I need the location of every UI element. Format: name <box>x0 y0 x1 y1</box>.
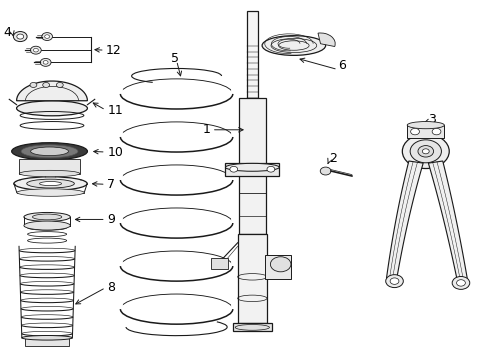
Circle shape <box>30 46 41 54</box>
Circle shape <box>422 149 429 154</box>
Circle shape <box>17 34 24 39</box>
Circle shape <box>418 145 434 157</box>
Ellipse shape <box>30 147 69 156</box>
Ellipse shape <box>17 101 87 116</box>
Circle shape <box>452 276 470 289</box>
Circle shape <box>230 166 238 172</box>
Polygon shape <box>428 161 467 281</box>
Ellipse shape <box>17 189 84 196</box>
Circle shape <box>43 60 48 64</box>
Circle shape <box>13 32 27 41</box>
Bar <box>19 159 80 174</box>
Circle shape <box>320 167 331 175</box>
Polygon shape <box>17 81 87 101</box>
Ellipse shape <box>24 212 71 221</box>
Ellipse shape <box>22 336 73 340</box>
Ellipse shape <box>235 324 270 330</box>
Circle shape <box>33 48 38 52</box>
Ellipse shape <box>32 214 62 220</box>
Circle shape <box>267 166 275 172</box>
Wedge shape <box>318 33 335 46</box>
Bar <box>239 98 266 234</box>
Ellipse shape <box>14 177 87 190</box>
Polygon shape <box>387 161 423 279</box>
Circle shape <box>432 129 441 135</box>
Circle shape <box>43 82 49 87</box>
Ellipse shape <box>262 36 326 55</box>
Bar <box>265 255 292 279</box>
Text: 8: 8 <box>107 281 115 294</box>
Circle shape <box>390 278 399 284</box>
Ellipse shape <box>24 221 71 230</box>
Ellipse shape <box>12 143 87 160</box>
Bar <box>407 125 444 138</box>
Circle shape <box>457 280 465 286</box>
Text: 3: 3 <box>428 113 436 126</box>
Bar <box>225 163 279 176</box>
Circle shape <box>386 275 403 288</box>
Circle shape <box>402 134 449 168</box>
Ellipse shape <box>270 257 291 272</box>
Ellipse shape <box>27 179 74 188</box>
Text: 4: 4 <box>3 27 11 40</box>
Text: 6: 6 <box>338 59 346 72</box>
Circle shape <box>30 82 37 87</box>
Circle shape <box>410 140 441 163</box>
Bar <box>238 234 267 323</box>
Circle shape <box>45 35 49 39</box>
Text: 11: 11 <box>107 104 123 117</box>
Ellipse shape <box>225 163 279 171</box>
Bar <box>247 12 258 98</box>
Text: 10: 10 <box>107 145 123 158</box>
Circle shape <box>42 33 52 41</box>
Circle shape <box>411 129 419 135</box>
Text: 12: 12 <box>106 44 122 57</box>
Text: 7: 7 <box>107 178 115 191</box>
Bar <box>211 258 228 269</box>
Ellipse shape <box>40 181 62 186</box>
Text: 9: 9 <box>107 213 115 226</box>
Text: 2: 2 <box>329 152 337 165</box>
Ellipse shape <box>19 170 80 177</box>
Ellipse shape <box>407 122 444 129</box>
Bar <box>25 338 69 346</box>
Circle shape <box>56 82 63 87</box>
Text: 5: 5 <box>171 51 179 64</box>
Text: 1: 1 <box>203 123 211 136</box>
Circle shape <box>40 58 51 66</box>
Ellipse shape <box>21 145 78 158</box>
Bar <box>233 323 272 331</box>
